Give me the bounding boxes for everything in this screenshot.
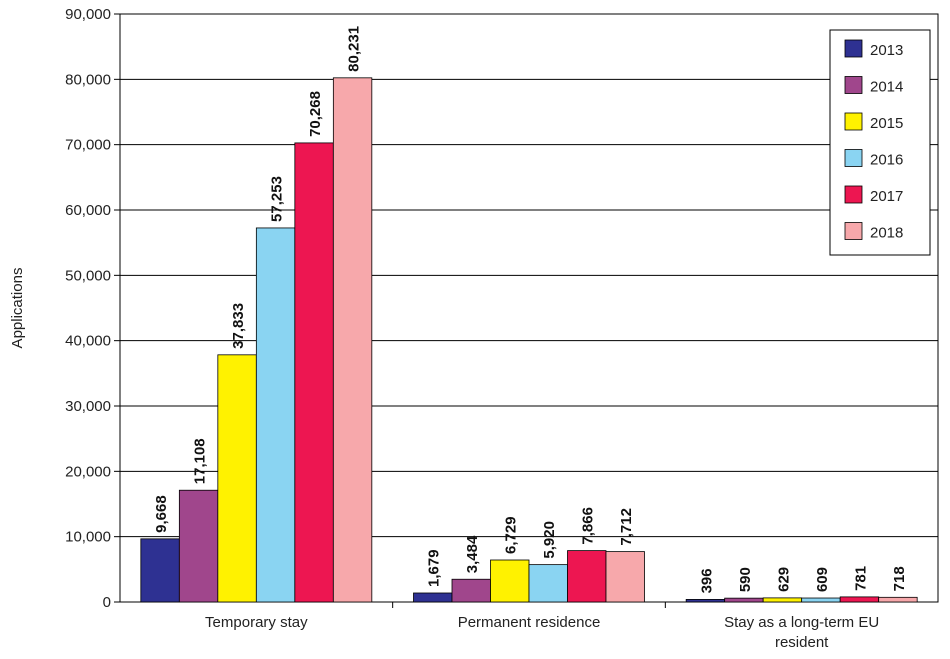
bar — [567, 550, 607, 603]
legend-swatch — [844, 149, 863, 167]
bar — [294, 142, 334, 603]
data-label: 37,833 — [230, 303, 247, 349]
legend-label: 2014 — [870, 79, 903, 96]
data-label: 718 — [891, 566, 908, 591]
x-axis: Temporary stay Permanent residence Stay as… — [205, 602, 879, 651]
x-category-label: Permanent residence — [458, 614, 601, 631]
bar — [801, 597, 841, 603]
legend-swatch — [844, 76, 863, 94]
bar — [413, 592, 453, 603]
x-category-label: Stay as a long-term EU — [724, 614, 879, 631]
data-label: 3,484 — [464, 535, 481, 573]
bar — [451, 578, 491, 603]
data-label: 629 — [775, 567, 792, 592]
data-label: 80,231 — [346, 26, 363, 72]
bar — [140, 538, 180, 603]
data-label: 17,108 — [192, 438, 209, 484]
y-tick-label: 90,000 — [65, 6, 111, 23]
bars — [140, 77, 918, 603]
bar — [724, 597, 764, 603]
bar — [605, 551, 645, 603]
data-label: 1,679 — [426, 549, 443, 587]
legend-label: 2018 — [870, 225, 903, 242]
data-label: 609 — [814, 567, 831, 592]
bar — [839, 596, 880, 603]
bar — [332, 77, 373, 603]
legend-swatch — [844, 39, 863, 58]
bar — [685, 599, 726, 603]
legend-swatch — [844, 185, 863, 204]
bar — [762, 597, 803, 603]
data-label: 57,253 — [269, 176, 286, 222]
y-tick-label: 50,000 — [65, 267, 111, 284]
data-label: 9,668 — [153, 495, 170, 533]
data-labels: 9,668 17,108 37,833 57,253 70,268 80,231 1,679… — [153, 26, 908, 593]
legend-label: 2016 — [870, 152, 903, 169]
y-tick-label: 30,000 — [65, 398, 111, 415]
data-label: 5,920 — [541, 521, 558, 559]
legend-label: 2013 — [870, 42, 903, 59]
y-tick-label: 40,000 — [65, 333, 111, 350]
y-tick-label: 70,000 — [65, 137, 111, 154]
data-label: 396 — [698, 568, 715, 593]
bar — [255, 227, 296, 603]
y-tick-label: 0 — [103, 594, 111, 611]
y-tick-label: 60,000 — [65, 202, 111, 219]
legend-swatch — [844, 222, 863, 240]
bar — [178, 489, 219, 603]
data-label: 7,712 — [618, 508, 635, 546]
x-category-label: Temporary stay — [205, 614, 308, 631]
data-label: 6,729 — [503, 516, 520, 554]
legend: 2013 2014 2015 2016 2017 2018 — [829, 29, 931, 256]
x-category-label: resident — [775, 634, 829, 651]
bar — [878, 596, 918, 603]
y-tick-label: 80,000 — [65, 71, 111, 88]
bar — [217, 354, 257, 603]
y-axis-ticks: 0 10,000 20,000 30,000 40,000 50,000 60,000 70,… — [65, 6, 120, 611]
data-label: 7,866 — [580, 507, 597, 545]
bar — [528, 564, 568, 603]
legend-swatch — [844, 112, 863, 131]
data-label: 590 — [737, 567, 754, 592]
data-label: 781 — [852, 566, 869, 591]
data-label: 70,268 — [307, 91, 324, 137]
bar — [490, 559, 530, 603]
legend-label: 2015 — [870, 115, 903, 132]
legend-box — [829, 29, 931, 256]
y-axis-title: Applications — [9, 268, 26, 349]
y-tick-label: 20,000 — [65, 463, 111, 480]
y-tick-label: 10,000 — [65, 529, 111, 546]
legend-label: 2017 — [870, 188, 903, 205]
